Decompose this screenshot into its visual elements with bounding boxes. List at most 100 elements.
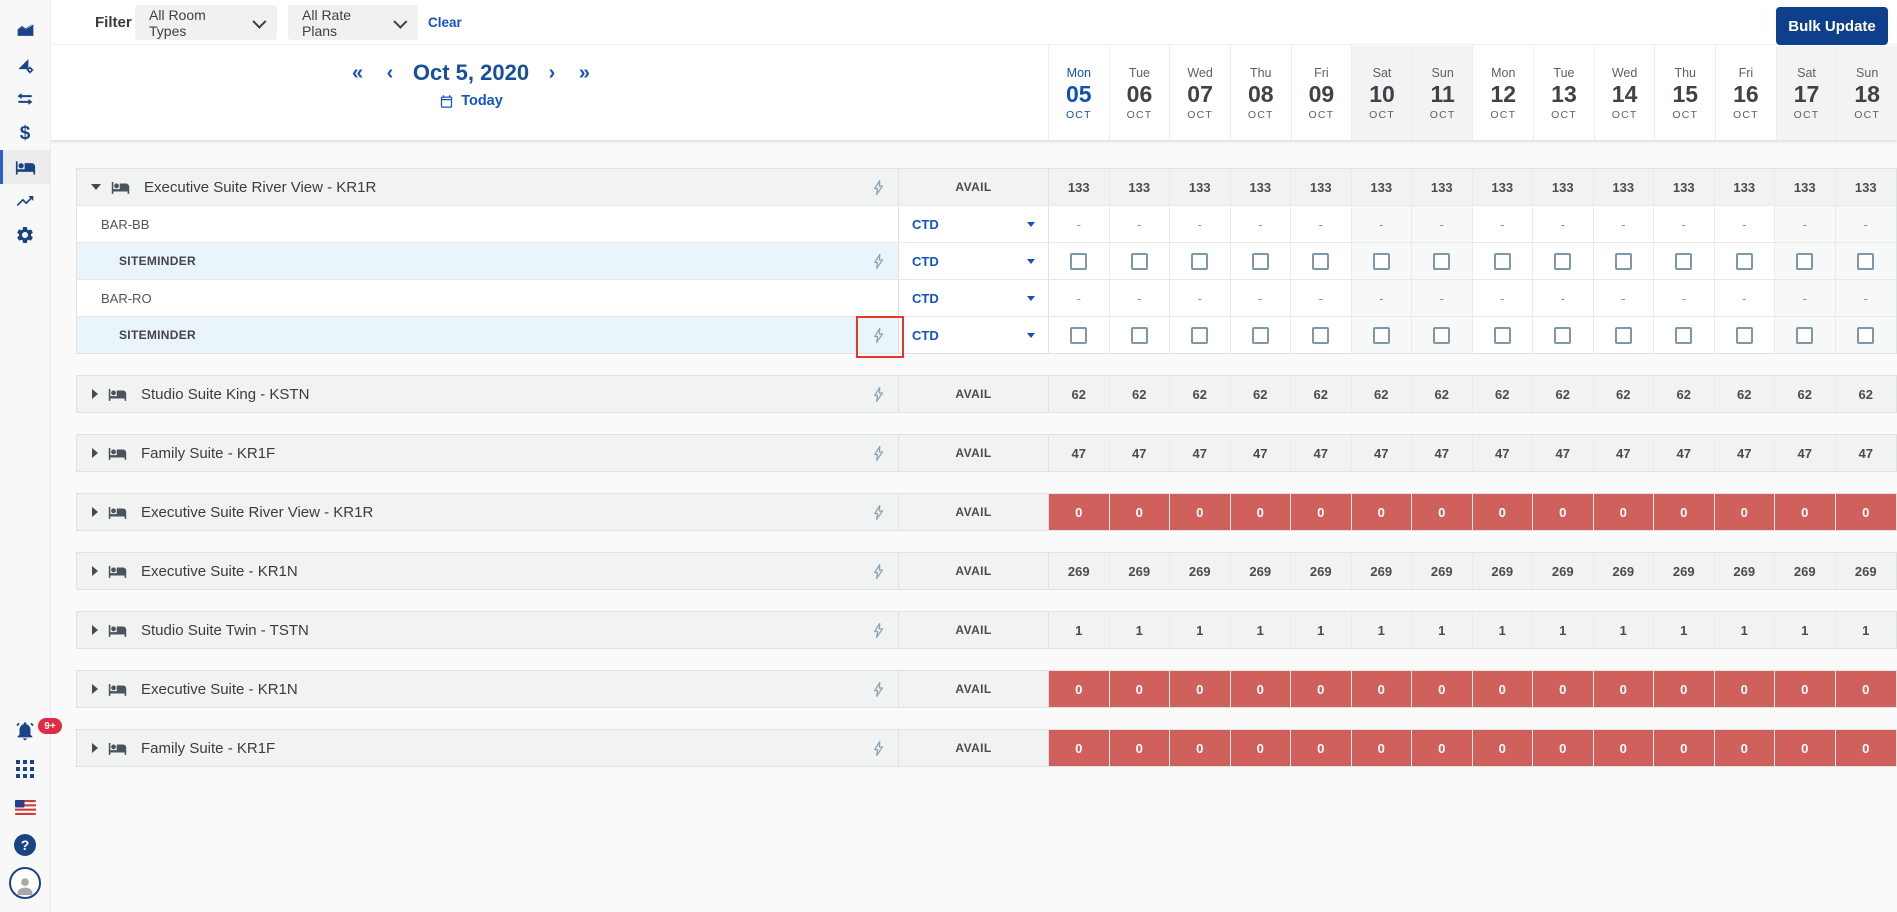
avail-value: 1 <box>1594 612 1654 648</box>
current-date[interactable]: Oct 5, 2020 <box>412 60 530 85</box>
sidebar-item-help-icon[interactable]: ? <box>0 826 50 864</box>
prev-icon[interactable]: ‹ <box>386 62 394 84</box>
availability-checkbox[interactable] <box>1493 326 1511 344</box>
availability-checkbox[interactable] <box>1312 326 1330 344</box>
sidebar-item-apps-grid-icon[interactable] <box>0 750 50 788</box>
sidebar-item-language-flag-icon[interactable] <box>0 788 50 826</box>
month-label: OCT <box>1551 108 1577 121</box>
month-label: OCT <box>1611 108 1638 121</box>
room-type-row[interactable]: Family Suite - KR1F AVAIL 47 47 47 47 47 47 47… <box>77 435 1896 471</box>
rate-plans-dropdown[interactable]: All Rate Plans <box>288 5 418 40</box>
date-column-header: Wed 14 OCT <box>1593 46 1655 140</box>
availability-checkbox[interactable] <box>1675 326 1693 344</box>
availability-checkbox[interactable] <box>1857 326 1875 344</box>
availability-checkbox[interactable] <box>1675 252 1693 270</box>
availability-checkbox[interactable] <box>1493 252 1511 270</box>
channel-sync-bolt-icon[interactable] <box>871 179 886 196</box>
avail-label: AVAIL <box>899 435 1049 471</box>
availability-checkbox[interactable] <box>1191 326 1209 344</box>
avail-value: 133 <box>1715 169 1775 205</box>
day-number: 07 <box>1187 80 1213 107</box>
room-type-row[interactable]: Executive Suite River View - KR1R AVAIL … <box>77 494 1896 530</box>
channel-sync-bolt-icon[interactable] <box>871 386 886 403</box>
availability-checkbox[interactable] <box>1433 252 1451 270</box>
sidebar-item-inventory-bed-icon[interactable] <box>0 150 50 184</box>
channel-sync-bolt-icon[interactable] <box>871 563 886 580</box>
expand-caret-icon[interactable] <box>91 184 101 190</box>
restriction-select[interactable]: CTD <box>899 280 1049 316</box>
availability-checkbox[interactable] <box>1130 252 1148 270</box>
day-cell: - <box>1835 206 1896 242</box>
today-label: Today <box>461 93 503 109</box>
restriction-select[interactable]: CTD <box>899 206 1049 242</box>
sidebar-item-insights-trend-icon[interactable] <box>0 184 50 218</box>
fast-prev-icon[interactable]: « <box>352 62 364 84</box>
channel-sync-bolt-icon[interactable] <box>871 740 886 757</box>
availability-checkbox[interactable] <box>1614 326 1632 344</box>
day-cell: - <box>1049 206 1110 242</box>
availability-checkbox[interactable] <box>1372 326 1390 344</box>
availability-checkbox[interactable] <box>1554 252 1572 270</box>
availability-checkbox[interactable] <box>1735 326 1753 344</box>
restriction-value: CTD <box>912 216 939 232</box>
availability-checkbox[interactable] <box>1070 252 1088 270</box>
notifications-bell-icon: 9+ <box>14 718 62 742</box>
expand-caret-icon[interactable] <box>92 684 98 694</box>
channel-sync-bolt-icon[interactable] <box>871 504 886 521</box>
availability-checkbox[interactable] <box>1796 252 1814 270</box>
today-button[interactable]: Today <box>439 93 503 109</box>
expand-caret-icon[interactable] <box>92 625 98 635</box>
availability-checkbox[interactable] <box>1070 326 1088 344</box>
availability-checkbox[interactable] <box>1372 252 1390 270</box>
sidebar-item-distribution-settings-icon[interactable] <box>0 48 50 82</box>
availability-checkbox[interactable] <box>1130 326 1148 344</box>
bulk-update-button[interactable]: Bulk Update <box>1776 7 1888 45</box>
fast-next-icon[interactable]: » <box>578 62 590 84</box>
avail-label: AVAIL <box>899 376 1049 412</box>
availability-checkbox[interactable] <box>1251 326 1269 344</box>
sidebar-item-settings-gear-icon[interactable] <box>0 218 50 252</box>
availability-checkbox[interactable] <box>1735 252 1753 270</box>
sidebar-item-dashboard-chart-icon[interactable] <box>0 14 50 48</box>
day-cell <box>1715 317 1775 353</box>
day-cell <box>1231 243 1291 279</box>
next-icon[interactable]: › <box>548 62 556 84</box>
availability-checkbox[interactable] <box>1554 326 1572 344</box>
expand-caret-icon[interactable] <box>92 566 98 576</box>
clear-filters-link[interactable]: Clear <box>428 14 462 30</box>
room-type-row[interactable]: Studio Suite King - KSTN AVAIL 62 62 62 62 6… <box>77 376 1896 412</box>
expand-caret-icon[interactable] <box>92 448 98 458</box>
avail-value: 0 <box>1412 494 1473 530</box>
expand-caret-icon[interactable] <box>92 389 98 399</box>
avail-value: 1 <box>1715 612 1775 648</box>
availability-checkbox[interactable] <box>1796 326 1814 344</box>
sidebar-item-user-avatar[interactable] <box>0 864 50 902</box>
sidebar-item-notifications-bell-icon[interactable]: 9+ <box>0 712 62 750</box>
channel-sync-bolt-icon[interactable] <box>871 253 886 270</box>
avail-value: 47 <box>1715 435 1775 471</box>
availability-checkbox[interactable] <box>1433 326 1451 344</box>
room-type-row[interactable]: Executive Suite River View - KR1R AVAIL … <box>77 169 1896 206</box>
availability-checkbox[interactable] <box>1191 252 1209 270</box>
day-cell: - <box>1775 280 1836 316</box>
restriction-select[interactable]: CTD <box>899 317 1049 353</box>
channel-sync-bolt-icon[interactable] <box>871 622 886 639</box>
availability-checkbox[interactable] <box>1614 252 1632 270</box>
channel-sync-bolt-icon[interactable] <box>871 681 886 698</box>
sidebar-item-channels-swap-icon[interactable] <box>0 82 50 116</box>
availability-checkbox[interactable] <box>1312 252 1330 270</box>
availability-checkbox[interactable] <box>1251 252 1269 270</box>
room-type-row[interactable]: Executive Suite - KR1N AVAIL 269 269 269 26… <box>77 553 1896 589</box>
expand-caret-icon[interactable] <box>92 507 98 517</box>
avail-value: 0 <box>1291 494 1352 530</box>
restriction-select[interactable]: CTD <box>899 243 1049 279</box>
room-types-dropdown[interactable]: All Room Types <box>135 5 277 40</box>
channel-sync-bolt-icon[interactable] <box>871 445 886 462</box>
sidebar-item-rates-dollar-icon[interactable]: $ <box>0 116 50 150</box>
availability-checkbox[interactable] <box>1857 252 1875 270</box>
channel-sync-bolt-icon[interactable] <box>856 315 904 358</box>
expand-caret-icon[interactable] <box>92 743 98 753</box>
